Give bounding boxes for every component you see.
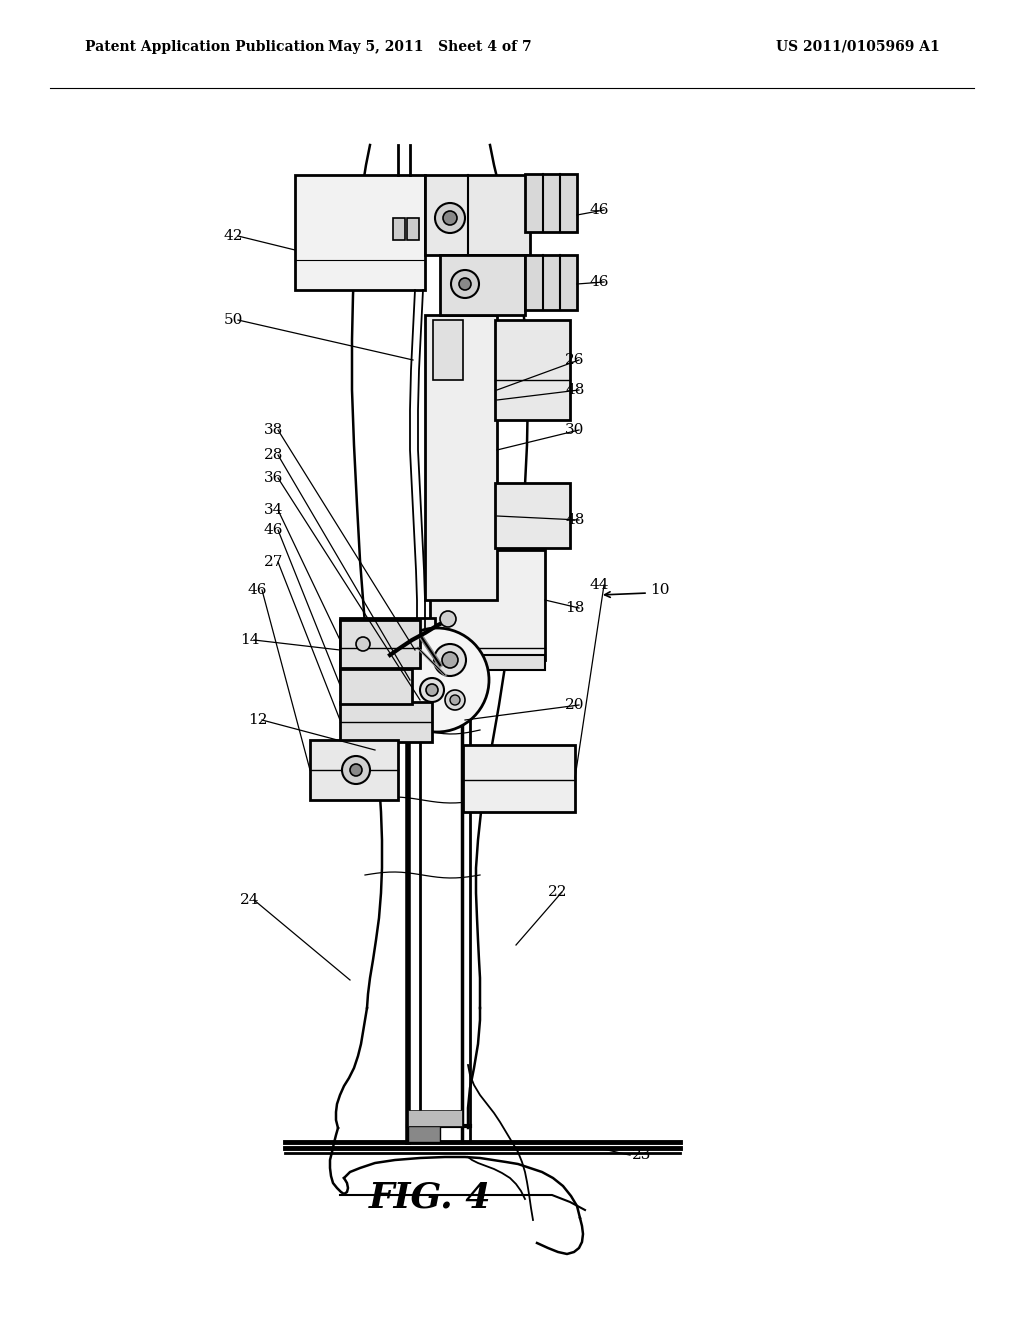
Circle shape [426, 684, 438, 696]
Bar [525, 174, 577, 232]
Bar [463, 744, 575, 812]
Text: 10: 10 [650, 583, 670, 597]
Circle shape [459, 279, 471, 290]
Text: 34: 34 [264, 503, 284, 517]
Text: 38: 38 [264, 422, 284, 437]
Text: 22: 22 [548, 884, 567, 899]
Bar [440, 255, 525, 315]
Text: 48: 48 [565, 383, 585, 397]
Bar [295, 176, 425, 290]
Bar [393, 218, 406, 240]
Text: 30: 30 [565, 422, 585, 437]
Text: 12: 12 [248, 713, 267, 727]
Text: 44: 44 [590, 578, 609, 591]
Circle shape [443, 211, 457, 224]
Text: 46: 46 [590, 275, 609, 289]
Bar [340, 618, 435, 680]
Bar [310, 741, 398, 800]
Text: 46: 46 [248, 583, 267, 597]
Bar [407, 218, 419, 240]
Bar [525, 255, 577, 310]
Text: 27: 27 [264, 554, 284, 569]
Bar [433, 319, 463, 380]
Polygon shape [408, 1126, 440, 1142]
Circle shape [342, 756, 370, 784]
Circle shape [451, 271, 479, 298]
Text: 14: 14 [240, 634, 259, 647]
Bar [425, 315, 497, 601]
Circle shape [350, 764, 362, 776]
Bar [430, 655, 545, 671]
Bar [495, 319, 570, 420]
Text: FIG. 4: FIG. 4 [369, 1181, 492, 1214]
Text: 18: 18 [565, 601, 585, 615]
Text: Patent Application Publication: Patent Application Publication [85, 40, 325, 54]
Text: 42: 42 [224, 228, 244, 243]
Circle shape [356, 638, 370, 651]
Circle shape [385, 628, 489, 733]
Text: 20: 20 [565, 698, 585, 711]
Circle shape [445, 690, 465, 710]
Bar [340, 620, 420, 668]
Text: 36: 36 [264, 471, 284, 484]
Circle shape [435, 203, 465, 234]
Text: 48: 48 [565, 513, 585, 527]
Circle shape [420, 678, 444, 702]
Bar [495, 483, 570, 548]
Circle shape [442, 652, 458, 668]
Bar [430, 550, 545, 660]
Bar [340, 669, 412, 704]
Circle shape [440, 611, 456, 627]
Bar [425, 176, 530, 255]
Text: US 2011/0105969 A1: US 2011/0105969 A1 [776, 40, 940, 54]
Bar [340, 702, 432, 742]
Text: 26: 26 [565, 352, 585, 367]
Text: 46: 46 [590, 203, 609, 216]
Text: 46: 46 [264, 523, 284, 537]
Text: 28: 28 [264, 447, 284, 462]
Text: 23: 23 [632, 1148, 651, 1162]
Text: 24: 24 [240, 894, 259, 907]
Polygon shape [408, 1110, 462, 1126]
Text: May 5, 2011   Sheet 4 of 7: May 5, 2011 Sheet 4 of 7 [328, 40, 531, 54]
Text: 50: 50 [224, 313, 244, 327]
Circle shape [450, 696, 460, 705]
Circle shape [434, 644, 466, 676]
